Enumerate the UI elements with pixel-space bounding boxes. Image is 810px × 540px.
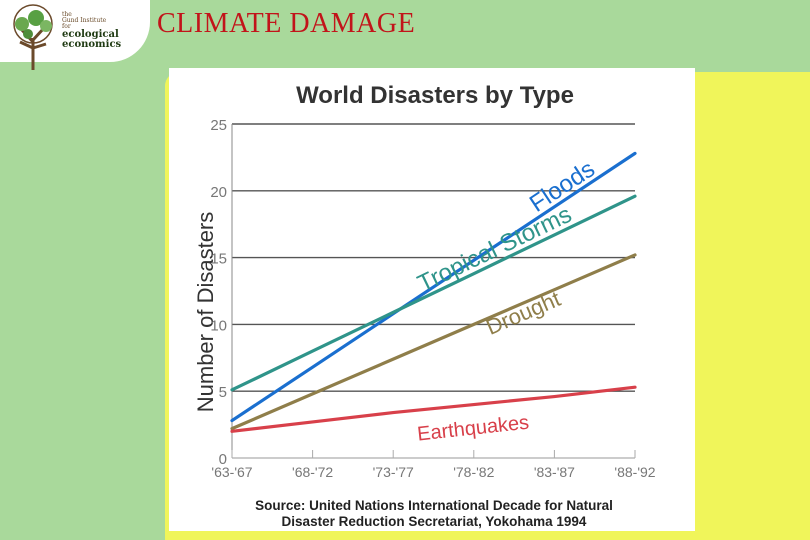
x-tick-label: '63-'67 — [211, 464, 252, 480]
y-tick-label: 0 — [219, 451, 227, 468]
series-lines — [230, 151, 637, 433]
chart-title: World Disasters by Type — [296, 82, 574, 109]
logo-line-5: economics — [62, 39, 122, 50]
chart-container: World Disasters by Type Number of Disast… — [169, 68, 695, 531]
y-tick-labels: 0 5 10 15 20 25 — [210, 117, 227, 468]
logo-line-1: the — [62, 11, 72, 18]
x-tick-label: '88-'92 — [614, 464, 655, 480]
y-tick-label: 20 — [210, 184, 227, 201]
x-tick-label: '73-'77 — [373, 464, 414, 480]
chart-svg: World Disasters by Type Number of Disast… — [193, 82, 656, 529]
series-label-tropical-storms: Tropical Storms — [414, 201, 576, 298]
x-tick-label: '83-'87 — [534, 464, 575, 480]
tree-logo-icon — [13, 4, 53, 70]
x-tick-label: '78-'82 — [453, 464, 494, 480]
y-tick-label: 10 — [210, 317, 227, 334]
logo-text: the Gund Institute for ecological econom… — [62, 12, 152, 50]
y-axis-label: Number of Disasters — [193, 212, 218, 413]
logo: the Gund Institute for ecological econom… — [0, 0, 152, 70]
series-label-drought: Drought — [482, 286, 564, 340]
y-tick-label: 25 — [210, 117, 227, 134]
series-label-earthquakes: Earthquakes — [416, 412, 530, 446]
grid — [231, 123, 636, 459]
x-tick-label: '68-'72 — [292, 464, 333, 480]
y-tick-label: 5 — [219, 384, 227, 401]
x-tick-labels: '63-'67 '68-'72 '73-'77 '78-'82 '83-'87 '88-'… — [211, 464, 655, 480]
series-line-floods — [230, 151, 637, 423]
series-line-drought — [230, 253, 637, 431]
source-line-2: Disaster Reduction Secretariat, Yokohama… — [282, 514, 587, 529]
logo-line-2: Gund Institute — [62, 17, 107, 24]
source-line-1: Source: United Nations International Dec… — [255, 498, 613, 513]
y-tick-label: 15 — [210, 251, 227, 268]
series-line-earthquakes — [230, 385, 637, 433]
logo-line-4: ecological — [62, 29, 119, 40]
slide-title: CLIMATE DAMAGE — [157, 8, 416, 39]
logo-line-3: for — [62, 23, 71, 30]
series-line-tropical-storms — [230, 194, 637, 392]
